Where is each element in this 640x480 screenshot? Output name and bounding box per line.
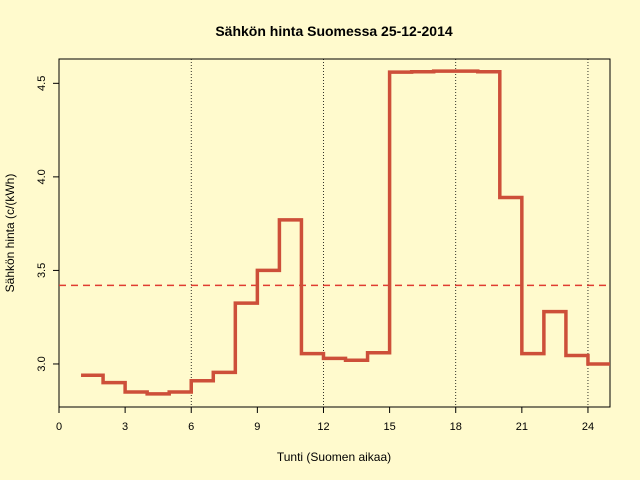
series-group	[81, 69, 610, 396]
x-tick-label: 12	[317, 421, 329, 433]
y-axis-label: Sähkön hinta (c/(kWh)	[3, 174, 17, 293]
x-tick-label: 0	[56, 421, 62, 433]
x-tick-label: 9	[254, 421, 260, 433]
x-tick-label: 3	[122, 421, 128, 433]
x-tick-label: 18	[450, 421, 462, 433]
x-tick-label: 15	[383, 421, 395, 433]
y-axis: 3.0 3.5 4.0 4.5	[36, 76, 59, 372]
x-tick-label: 21	[516, 421, 528, 433]
y-tick-label: 3.5	[36, 263, 48, 278]
x-tick-label: 24	[582, 421, 594, 433]
y-tick-label: 3.0	[36, 356, 48, 371]
chart-title: Sähkön hinta Suomessa 25-12-2014	[215, 23, 453, 39]
gridlines	[190, 59, 589, 407]
plot-frame	[58, 58, 611, 408]
x-tick-label: 6	[188, 421, 194, 433]
price-series-line	[81, 69, 610, 396]
x-axis-label: Tunti (Suomen aikaa)	[277, 450, 391, 464]
x-axis: 0 3 6 9 12 15 18 21 24	[56, 407, 594, 433]
y-tick-label: 4.5	[36, 76, 48, 91]
y-tick-label: 4.0	[36, 169, 48, 184]
